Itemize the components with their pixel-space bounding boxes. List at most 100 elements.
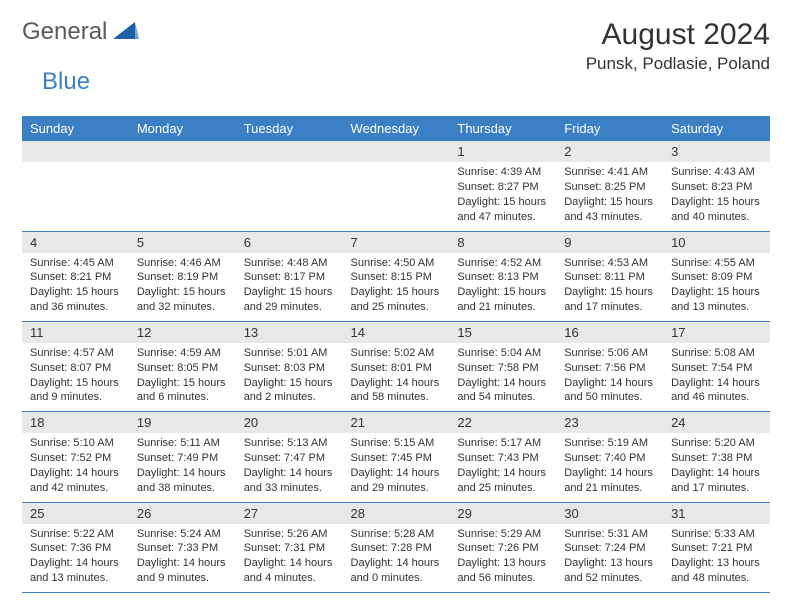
sunrise-line: Sunrise: 4:53 AM xyxy=(564,256,655,271)
sunrise-line: Sunrise: 5:08 AM xyxy=(671,346,762,361)
daylight-line: Daylight: 14 hours and 33 minutes. xyxy=(244,466,335,496)
calendar-row: 11Sunrise: 4:57 AMSunset: 8:07 PMDayligh… xyxy=(22,321,770,411)
day-body: Sunrise: 5:24 AMSunset: 7:33 PMDaylight:… xyxy=(129,524,236,592)
sunset-line: Sunset: 7:40 PM xyxy=(564,451,655,466)
daylight-line: Daylight: 15 hours and 40 minutes. xyxy=(671,195,762,225)
day-body: Sunrise: 5:33 AMSunset: 7:21 PMDaylight:… xyxy=(663,524,770,592)
daylight-line: Daylight: 13 hours and 48 minutes. xyxy=(671,556,762,586)
day-body: Sunrise: 5:06 AMSunset: 7:56 PMDaylight:… xyxy=(556,343,663,411)
day-number: 5 xyxy=(129,232,236,253)
day-body: Sunrise: 5:08 AMSunset: 7:54 PMDaylight:… xyxy=(663,343,770,411)
day-body: Sunrise: 5:31 AMSunset: 7:24 PMDaylight:… xyxy=(556,524,663,592)
day-body: Sunrise: 5:01 AMSunset: 8:03 PMDaylight:… xyxy=(236,343,343,411)
day-body: Sunrise: 4:55 AMSunset: 8:09 PMDaylight:… xyxy=(663,253,770,321)
calendar-cell: 4Sunrise: 4:45 AMSunset: 8:21 PMDaylight… xyxy=(22,231,129,321)
weekday-header: Sunday xyxy=(22,116,129,141)
calendar-cell: 6Sunrise: 4:48 AMSunset: 8:17 PMDaylight… xyxy=(236,231,343,321)
day-number: 22 xyxy=(449,412,556,433)
sunset-line: Sunset: 8:25 PM xyxy=(564,180,655,195)
day-number: 25 xyxy=(22,503,129,524)
sunset-line: Sunset: 7:43 PM xyxy=(457,451,548,466)
day-number: 8 xyxy=(449,232,556,253)
weekday-header: Tuesday xyxy=(236,116,343,141)
daylight-line: Daylight: 14 hours and 21 minutes. xyxy=(564,466,655,496)
sunrise-line: Sunrise: 5:02 AM xyxy=(351,346,442,361)
sunrise-line: Sunrise: 5:13 AM xyxy=(244,436,335,451)
day-number xyxy=(236,141,343,162)
calendar-row: 1Sunrise: 4:39 AMSunset: 8:27 PMDaylight… xyxy=(22,141,770,231)
day-number: 14 xyxy=(343,322,450,343)
sunrise-line: Sunrise: 4:46 AM xyxy=(137,256,228,271)
calendar-cell: 26Sunrise: 5:24 AMSunset: 7:33 PMDayligh… xyxy=(129,502,236,592)
calendar-cell: 1Sunrise: 4:39 AMSunset: 8:27 PMDaylight… xyxy=(449,141,556,231)
sunset-line: Sunset: 7:33 PM xyxy=(137,541,228,556)
day-body: Sunrise: 5:17 AMSunset: 7:43 PMDaylight:… xyxy=(449,433,556,501)
day-number: 28 xyxy=(343,503,450,524)
sunrise-line: Sunrise: 5:17 AM xyxy=(457,436,548,451)
day-number: 2 xyxy=(556,141,663,162)
sunrise-line: Sunrise: 4:45 AM xyxy=(30,256,121,271)
calendar-row: 25Sunrise: 5:22 AMSunset: 7:36 PMDayligh… xyxy=(22,502,770,592)
daylight-line: Daylight: 15 hours and 47 minutes. xyxy=(457,195,548,225)
day-number: 11 xyxy=(22,322,129,343)
calendar-cell: 16Sunrise: 5:06 AMSunset: 7:56 PMDayligh… xyxy=(556,321,663,411)
day-number: 17 xyxy=(663,322,770,343)
daylight-line: Daylight: 15 hours and 17 minutes. xyxy=(564,285,655,315)
sunset-line: Sunset: 8:01 PM xyxy=(351,361,442,376)
sunrise-line: Sunrise: 5:10 AM xyxy=(30,436,121,451)
calendar-cell: 9Sunrise: 4:53 AMSunset: 8:11 PMDaylight… xyxy=(556,231,663,321)
brand-part1: General xyxy=(22,18,107,46)
sunset-line: Sunset: 8:11 PM xyxy=(564,270,655,285)
day-number: 15 xyxy=(449,322,556,343)
calendar-table: SundayMondayTuesdayWednesdayThursdayFrid… xyxy=(22,116,770,593)
sunrise-line: Sunrise: 5:06 AM xyxy=(564,346,655,361)
day-body xyxy=(236,162,343,171)
daylight-line: Daylight: 15 hours and 2 minutes. xyxy=(244,376,335,406)
day-body: Sunrise: 4:52 AMSunset: 8:13 PMDaylight:… xyxy=(449,253,556,321)
day-number xyxy=(343,141,450,162)
day-body: Sunrise: 4:48 AMSunset: 8:17 PMDaylight:… xyxy=(236,253,343,321)
sunset-line: Sunset: 8:23 PM xyxy=(671,180,762,195)
weekday-header-row: SundayMondayTuesdayWednesdayThursdayFrid… xyxy=(22,116,770,141)
calendar-cell: 5 Sunrise: 4:46 AMSunset: 8:19 PMDaylight… xyxy=(129,231,236,321)
sunset-line: Sunset: 7:52 PM xyxy=(30,451,121,466)
sunset-line: Sunset: 8:19 PM xyxy=(137,270,228,285)
daylight-line: Daylight: 13 hours and 52 minutes. xyxy=(564,556,655,586)
daylight-line: Daylight: 15 hours and 25 minutes. xyxy=(351,285,442,315)
calendar-cell: 14Sunrise: 5:02 AMSunset: 8:01 PMDayligh… xyxy=(343,321,450,411)
daylight-line: Daylight: 15 hours and 32 minutes. xyxy=(137,285,228,315)
calendar-cell: 2Sunrise: 4:41 AMSunset: 8:25 PMDaylight… xyxy=(556,141,663,231)
sunrise-line: Sunrise: 4:43 AM xyxy=(671,165,762,180)
daylight-line: Daylight: 15 hours and 9 minutes. xyxy=(30,376,121,406)
sunset-line: Sunset: 7:36 PM xyxy=(30,541,121,556)
day-body xyxy=(343,162,450,171)
sunset-line: Sunset: 8:09 PM xyxy=(671,270,762,285)
day-number: 10 xyxy=(663,232,770,253)
sunset-line: Sunset: 7:45 PM xyxy=(351,451,442,466)
day-body: Sunrise: 4:39 AMSunset: 8:27 PMDaylight:… xyxy=(449,162,556,230)
calendar-cell: 27Sunrise: 5:26 AMSunset: 7:31 PMDayligh… xyxy=(236,502,343,592)
month-title: August 2024 xyxy=(586,18,770,52)
daylight-line: Daylight: 15 hours and 13 minutes. xyxy=(671,285,762,315)
day-number xyxy=(22,141,129,162)
day-body: Sunrise: 5:15 AMSunset: 7:45 PMDaylight:… xyxy=(343,433,450,501)
calendar-cell: 15Sunrise: 5:04 AMSunset: 7:58 PMDayligh… xyxy=(449,321,556,411)
day-body: Sunrise: 4:57 AMSunset: 8:07 PMDaylight:… xyxy=(22,343,129,411)
title-block: August 2024 Punsk, Podlasie, Poland xyxy=(586,18,770,74)
daylight-line: Daylight: 13 hours and 56 minutes. xyxy=(457,556,548,586)
weekday-header: Monday xyxy=(129,116,236,141)
daylight-line: Daylight: 15 hours and 43 minutes. xyxy=(564,195,655,225)
calendar-cell: 29Sunrise: 5:29 AMSunset: 7:26 PMDayligh… xyxy=(449,502,556,592)
day-body: Sunrise: 5:28 AMSunset: 7:28 PMDaylight:… xyxy=(343,524,450,592)
day-body: Sunrise: 5:13 AMSunset: 7:47 PMDaylight:… xyxy=(236,433,343,501)
header: General August 2024 Punsk, Podlasie, Pol… xyxy=(22,18,770,74)
day-body: Sunrise: 5:10 AMSunset: 7:52 PMDaylight:… xyxy=(22,433,129,501)
daylight-line: Daylight: 14 hours and 50 minutes. xyxy=(564,376,655,406)
sunrise-line: Sunrise: 5:04 AM xyxy=(457,346,548,361)
sunrise-line: Sunrise: 5:33 AM xyxy=(671,527,762,542)
sunset-line: Sunset: 7:31 PM xyxy=(244,541,335,556)
day-number: 16 xyxy=(556,322,663,343)
calendar-cell: 21Sunrise: 5:15 AMSunset: 7:45 PMDayligh… xyxy=(343,412,450,502)
day-body xyxy=(129,162,236,171)
day-number: 1 xyxy=(449,141,556,162)
